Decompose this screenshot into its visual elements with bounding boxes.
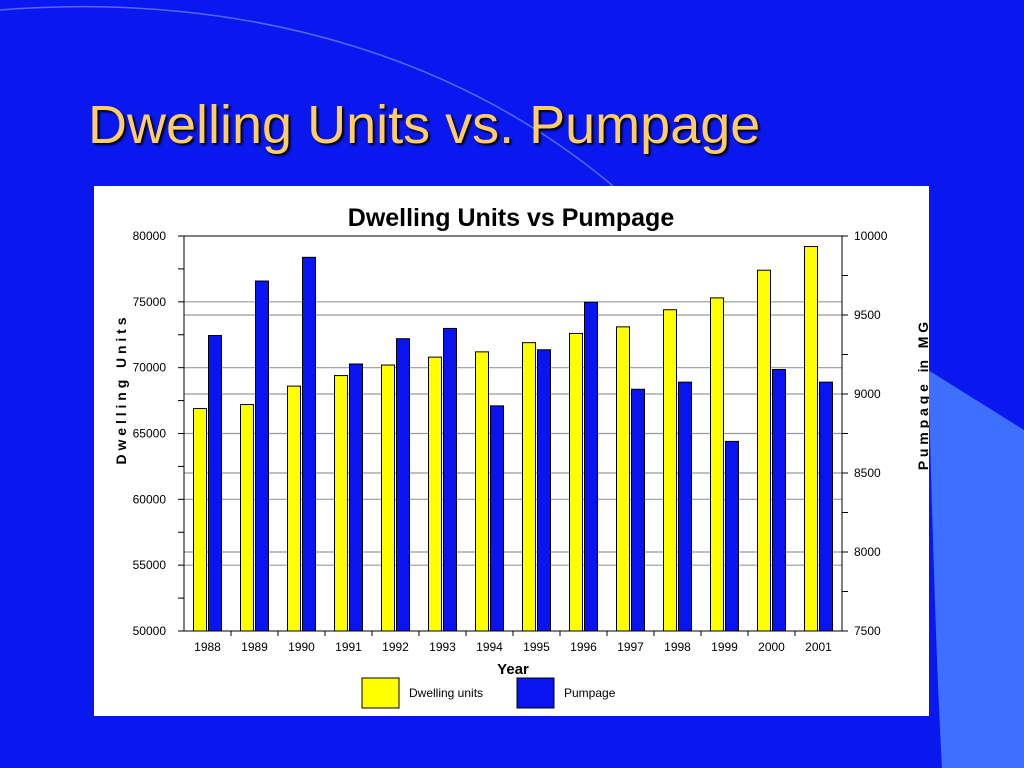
bar-dwelling-units — [334, 375, 348, 632]
gridlines — [184, 301, 842, 566]
bar-pumpage — [208, 335, 222, 632]
bar-pumpage — [255, 280, 269, 632]
legend-label-pumpage: Pumpage — [564, 686, 616, 700]
y2-tick-label: 10000 — [854, 229, 888, 243]
y-tick-label: 60000 — [133, 492, 167, 506]
bar-dwelling-units — [569, 332, 583, 632]
bar-pumpage — [772, 369, 786, 632]
y2-tick-label: 8000 — [854, 545, 881, 559]
slide-title: Dwelling Units vs. Pumpage — [88, 95, 761, 155]
bar-pumpage — [678, 381, 692, 632]
bar-dwelling-units — [240, 404, 254, 632]
x-tick-label: 1992 — [382, 640, 409, 654]
y-tick-label: 65000 — [133, 427, 167, 441]
y2-tick-label: 9500 — [854, 308, 881, 322]
legend: Dwelling units Pumpage — [361, 677, 616, 709]
y-tick-label: 75000 — [133, 295, 167, 309]
legend-swatch-dwelling — [361, 677, 400, 709]
bar-dwelling-units — [381, 364, 395, 632]
bar-dwelling-units — [757, 269, 771, 632]
bar-dwelling-units — [522, 342, 536, 632]
y2-axis-label: P u m p a g e in M G — [915, 322, 929, 470]
bar-pumpage — [349, 363, 363, 632]
bar-dwelling-units — [663, 309, 677, 632]
x-tick-label: 1999 — [711, 640, 738, 654]
x-tick-label: 2000 — [758, 640, 785, 654]
bar-dwelling-units — [287, 385, 301, 632]
bar-pumpage — [396, 338, 410, 632]
legend-swatch-pumpage — [516, 677, 555, 709]
y-axis-label: D w e l l i n g U n i t s — [113, 317, 129, 464]
chart-panel: 50000 55000 60000 65000 70000 75000 80000 7500 8… — [94, 186, 929, 716]
bar-chart: 50000 55000 60000 65000 70000 75000 80000 7500 8… — [113, 204, 929, 709]
x-tick-label: 1988 — [194, 640, 221, 654]
bar-dwelling-units — [428, 356, 442, 632]
bar-pumpage — [490, 405, 504, 632]
y-tick-label: 55000 — [133, 558, 167, 572]
x-tick-label: 1997 — [617, 640, 644, 654]
bar-pumpage — [443, 327, 457, 632]
bar-pumpage — [584, 301, 598, 632]
x-tick-label: 1993 — [429, 640, 456, 654]
y-tick-label: 80000 — [133, 229, 167, 243]
legend-label-dwelling: Dwelling units — [409, 686, 483, 700]
bar-dwelling-units — [804, 246, 818, 632]
x-tick-label: 1995 — [523, 640, 550, 654]
y2-tick-label: 8500 — [854, 466, 881, 480]
bar-pumpage — [631, 388, 645, 632]
chart-title: Dwelling Units vs Pumpage — [348, 204, 675, 232]
tick-labels: 50000 55000 60000 65000 70000 75000 80000 7500 8… — [133, 229, 888, 654]
bar-dwelling-units — [710, 297, 724, 632]
bar-dwelling-units — [193, 407, 207, 632]
x-tick-label: 1990 — [288, 640, 315, 654]
y-tick-label: 70000 — [133, 361, 167, 375]
bar-pumpage — [302, 256, 316, 632]
x-tick-label: 1996 — [570, 640, 597, 654]
bars — [193, 246, 833, 632]
bar-dwelling-units — [475, 351, 489, 632]
y-tick-label: 50000 — [133, 624, 167, 638]
x-tick-label: 1998 — [664, 640, 691, 654]
bar-pumpage — [537, 349, 551, 632]
axis-ticks — [178, 235, 848, 636]
x-axis-label: Year — [497, 661, 529, 678]
y2-tick-label: 7500 — [854, 624, 881, 638]
bar-pumpage — [725, 440, 739, 632]
x-tick-label: 1991 — [335, 640, 362, 654]
y2-tick-label: 9000 — [854, 387, 881, 401]
bar-dwelling-units — [616, 326, 630, 632]
x-tick-label: 2001 — [805, 640, 832, 654]
x-tick-label: 1989 — [241, 640, 268, 654]
bar-pumpage — [819, 381, 833, 632]
x-tick-label: 1994 — [476, 640, 503, 654]
